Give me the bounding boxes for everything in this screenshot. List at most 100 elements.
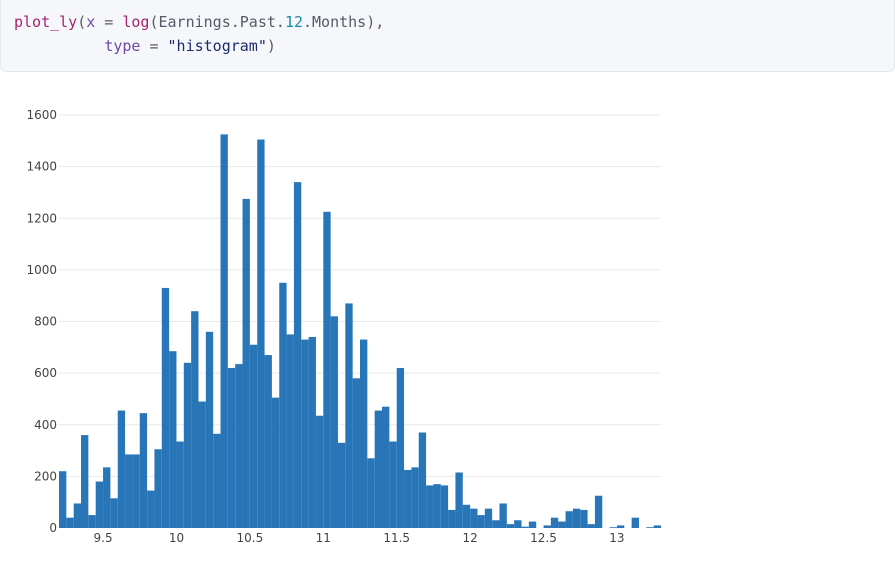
histogram-bar[interactable] <box>191 311 199 528</box>
y-tick-label: 1600 <box>26 108 57 122</box>
histogram-bar[interactable] <box>360 339 368 528</box>
y-tick-label: 1000 <box>26 263 57 277</box>
y-tick-label: 400 <box>34 418 57 432</box>
histogram-bar[interactable] <box>279 282 287 528</box>
histogram-bar[interactable] <box>440 485 449 528</box>
histogram-bar[interactable] <box>499 503 507 528</box>
histogram-bar[interactable] <box>631 517 639 528</box>
histogram-bar[interactable] <box>609 527 617 528</box>
histogram-bar[interactable] <box>330 316 338 528</box>
histogram-bar[interactable] <box>183 362 192 528</box>
x-tick-label: 11 <box>316 531 331 545</box>
code-paren-close-2: ) <box>266 37 276 55</box>
histogram-bar[interactable] <box>110 498 118 528</box>
histogram-bar[interactable] <box>382 406 390 528</box>
histogram-bar[interactable] <box>433 484 441 528</box>
code-equals: = <box>95 13 123 31</box>
histogram-bar[interactable] <box>66 517 74 528</box>
histogram-bar[interactable] <box>484 508 493 528</box>
histogram-bar[interactable] <box>587 524 595 528</box>
histogram-bar[interactable] <box>337 442 346 528</box>
histogram-bar[interactable] <box>455 472 463 528</box>
histogram-bar[interactable] <box>565 511 573 528</box>
histogram-bar[interactable] <box>477 515 485 528</box>
histogram-bar[interactable] <box>426 485 434 528</box>
histogram-bar[interactable] <box>73 503 82 528</box>
histogram-bar[interactable] <box>154 449 162 528</box>
histogram-bar[interactable] <box>470 508 478 528</box>
histogram-bar[interactable] <box>271 397 280 528</box>
histogram-bar[interactable] <box>286 334 294 528</box>
histogram-bar[interactable] <box>139 413 148 528</box>
code-arg-type: type <box>104 37 141 55</box>
histogram-svg: 0 200 400 600 800 1000 1200 1400 1600 9.5 10 10.5 1… <box>26 108 661 545</box>
histogram-bar[interactable] <box>580 509 588 528</box>
histogram-bar[interactable] <box>653 525 661 528</box>
y-tick-label: 0 <box>49 521 57 535</box>
histogram-bar[interactable] <box>323 211 331 528</box>
histogram-bar[interactable] <box>594 495 603 528</box>
histogram-bar[interactable] <box>59 471 67 528</box>
histogram-bar[interactable] <box>315 415 324 528</box>
histogram-bar[interactable] <box>521 526 529 528</box>
x-tick-label: 11.5 <box>383 531 410 545</box>
histogram-chart: 0 200 400 600 800 1000 1200 1400 1600 9.5 10 10.5 1… <box>0 72 895 565</box>
code-arg-x: x <box>86 13 96 31</box>
histogram-bar[interactable] <box>396 367 405 528</box>
histogram-bar[interactable] <box>235 364 243 528</box>
x-tick-labels: 9.5 10 10.5 11 11.5 12 12.5 13 <box>94 531 625 545</box>
histogram-bar[interactable] <box>352 378 360 528</box>
histogram-bar[interactable] <box>125 454 133 528</box>
histogram-bar[interactable] <box>389 441 397 528</box>
histogram-bar[interactable] <box>293 182 302 529</box>
histogram-bar[interactable] <box>257 139 265 528</box>
histogram-bar[interactable] <box>132 454 140 528</box>
histogram-bar[interactable] <box>367 458 375 528</box>
x-tick-label: 10.5 <box>237 531 264 545</box>
histogram-bar[interactable] <box>506 524 515 528</box>
histogram-bar[interactable] <box>205 331 214 528</box>
histogram-bar[interactable] <box>198 401 206 528</box>
histogram-bar[interactable] <box>528 521 537 528</box>
y-tick-label: 600 <box>34 366 57 380</box>
histogram-bar[interactable] <box>249 344 258 528</box>
histogram-bar[interactable] <box>242 198 250 528</box>
y-tick-labels: 0 200 400 600 800 1000 1200 1400 1600 <box>26 108 57 535</box>
histogram-bar[interactable] <box>462 504 471 528</box>
x-tick-label: 13 <box>609 531 624 545</box>
code-string-histogram: "histogram" <box>167 37 267 55</box>
histogram-bar[interactable] <box>514 520 522 528</box>
histogram-bar[interactable] <box>176 441 184 528</box>
histogram-bar[interactable] <box>550 517 559 528</box>
histogram-bar[interactable] <box>492 520 500 528</box>
histogram-bar[interactable] <box>374 410 383 528</box>
histogram-bar[interactable] <box>448 509 456 528</box>
histogram-bar[interactable] <box>213 433 221 528</box>
histogram-bar[interactable] <box>411 467 419 528</box>
code-paren-open: ( <box>77 13 87 31</box>
code-number: 12 <box>284 13 303 31</box>
histogram-bar[interactable] <box>147 490 155 528</box>
histogram-bar[interactable] <box>646 527 654 528</box>
histogram-bar[interactable] <box>95 481 104 528</box>
histogram-bar[interactable] <box>308 336 316 528</box>
histogram-bar[interactable] <box>543 525 551 528</box>
x-tick-label: 12 <box>462 531 477 545</box>
histogram-bar[interactable] <box>117 410 126 528</box>
histogram-bar[interactable] <box>301 339 309 528</box>
histogram-bar[interactable] <box>161 287 170 528</box>
histogram-bar[interactable] <box>220 134 228 528</box>
histogram-bar[interactable] <box>418 432 427 528</box>
histogram-bar[interactable] <box>88 515 96 528</box>
histogram-bar[interactable] <box>616 525 625 528</box>
histogram-bar[interactable] <box>227 367 236 528</box>
histogram-bar[interactable] <box>404 469 412 528</box>
histogram-bar[interactable] <box>103 467 111 528</box>
histogram-bar[interactable] <box>345 303 353 528</box>
code-paren-open-2: ( <box>149 13 159 31</box>
histogram-bar[interactable] <box>81 435 89 528</box>
histogram-bar[interactable] <box>558 521 566 528</box>
histogram-bar[interactable] <box>169 351 177 528</box>
histogram-bar[interactable] <box>264 355 272 528</box>
histogram-bar[interactable] <box>572 508 581 528</box>
